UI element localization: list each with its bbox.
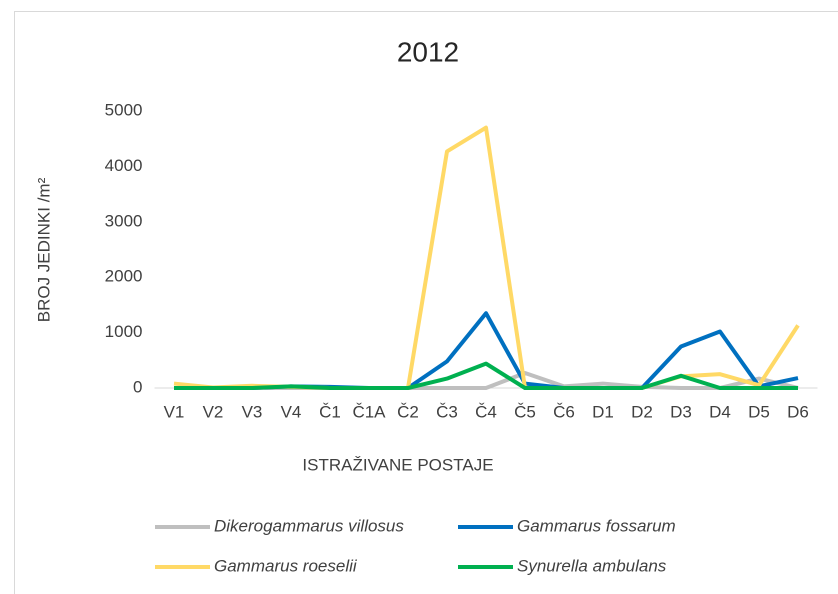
chart-title: 2012 [397, 36, 459, 67]
x-tick-label: D5 [748, 402, 770, 421]
series-line [174, 361, 798, 390]
y-tick-label: 1000 [105, 322, 143, 341]
series-line [173, 125, 800, 390]
x-tick-label: D6 [787, 402, 809, 421]
x-tick-label: V2 [203, 402, 224, 421]
x-tick-label: D4 [709, 402, 731, 421]
x-tick-label: V4 [281, 402, 302, 421]
legend-label: Synurella ambulans [517, 556, 667, 575]
legend-label: Dikerogammarus villosus [214, 516, 404, 535]
x-tick-label: Č1A [352, 402, 386, 421]
x-tick-label: D1 [592, 402, 614, 421]
y-tick-label: 2000 [105, 267, 143, 286]
x-tick-label: Č3 [436, 402, 458, 421]
y-tick-label: 5000 [105, 100, 143, 119]
y-tick-label: 3000 [105, 211, 143, 230]
x-axis-title: ISTRAŽIVANE POSTAJE [302, 455, 493, 474]
x-tick-label: Č5 [514, 402, 536, 421]
legend-label: Gammarus roeselii [214, 556, 358, 575]
y-tick-label: 4000 [105, 156, 143, 175]
x-tick-label: Č4 [475, 402, 497, 421]
x-tick-label: Č1 [319, 402, 341, 421]
chart-border [14, 11, 838, 594]
y-tick-label: 0 [133, 377, 142, 396]
x-tick-label: V3 [242, 402, 263, 421]
x-tick-label: V1 [164, 402, 185, 421]
x-tick-label: Č6 [553, 402, 575, 421]
x-tick-label: Č2 [397, 402, 419, 421]
legend-label: Gammarus fossarum [517, 516, 676, 535]
x-tick-label: D3 [670, 402, 692, 421]
x-tick-label: D2 [631, 402, 653, 421]
y-axis-title: BROJ JEDINKI /m² [34, 177, 53, 322]
